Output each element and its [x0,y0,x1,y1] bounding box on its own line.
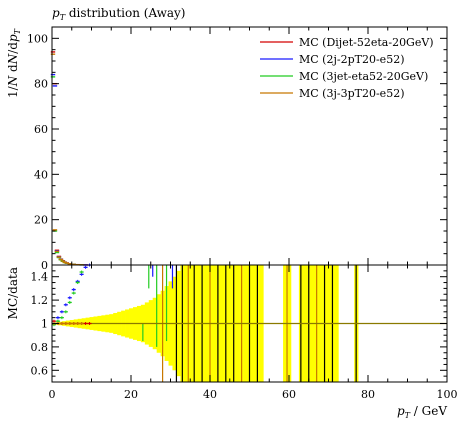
legend-label: MC (2j-2pT20-e52) [299,53,404,66]
ratio-panel: 0 20 40 60 80 100 0.6 0.8 1 1.2 1.4 MC/data pT / GeV [6,27,458,420]
ratio-y-tick-label: 1.4 [31,271,49,284]
x-tick-label: 0 [49,388,56,401]
y-tick-label: 60 [34,123,48,136]
legend-label: MC (Dijet-52eta-20GeV) [299,36,434,49]
ratio-y-tick-label: 1 [41,318,48,331]
ratio-y-axis-label: MC/data [6,267,20,319]
x-tick-label: 80 [361,388,375,401]
y-tick-label: 0 [41,259,48,272]
ratio-y-tick-label: 1.2 [31,294,49,307]
y-tick-label: 80 [34,78,48,91]
main-series-2 [50,76,84,266]
ratio-y-tick-label: 0.8 [31,341,49,354]
ratio-series-1 [51,263,92,325]
main-panel: 0 20 40 60 80 100 pT distribution (Away) 1/N dN… [6,6,448,272]
y-tick-label: 100 [27,32,48,45]
y-tick-label: 20 [34,214,48,227]
legend-label: MC (3j-3pT20-e52) [299,87,404,100]
x-tick-label: 20 [124,388,138,401]
chart-title: pT distribution (Away) [52,6,185,22]
x-tick-label: 40 [203,388,217,401]
legend-label: MC (3jet-eta52-20GeV) [299,70,428,83]
ratio-y-tick-label: 0.6 [31,364,49,377]
main-series-1 [50,73,88,266]
main-y-axis-label: 1/N dN/dpT [6,28,22,98]
x-tick-label: 60 [282,388,296,401]
x-tick-label: 100 [437,388,458,401]
legend: MC (Dijet-52eta-20GeV) MC (2j-2pT20-e52) M… [260,36,434,100]
x-axis-label: pT / GeV [397,404,447,420]
y-tick-label: 40 [34,168,48,181]
